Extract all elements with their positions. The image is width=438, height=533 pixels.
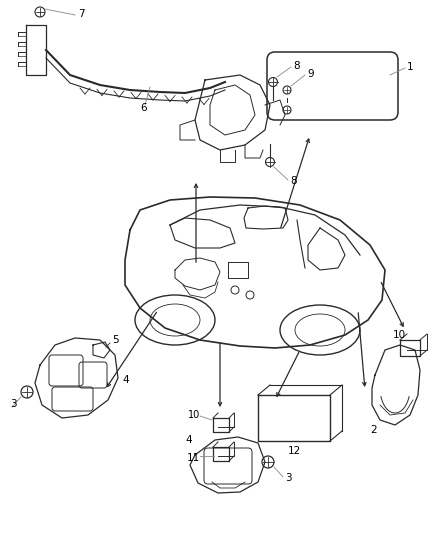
Text: 4: 4 <box>122 375 129 385</box>
Text: 2: 2 <box>370 425 377 435</box>
Text: 8: 8 <box>293 61 300 71</box>
Text: 7: 7 <box>78 9 85 19</box>
Text: 10: 10 <box>188 410 200 420</box>
Text: 3: 3 <box>285 473 292 483</box>
Text: 6: 6 <box>140 103 147 113</box>
Text: 3: 3 <box>10 399 17 409</box>
Text: 1: 1 <box>407 62 413 72</box>
Text: 10: 10 <box>393 330 406 340</box>
Text: 8: 8 <box>290 176 297 186</box>
Text: 12: 12 <box>287 446 300 456</box>
Text: 9: 9 <box>307 69 314 79</box>
Text: 11: 11 <box>187 453 200 463</box>
Text: 4: 4 <box>185 435 192 445</box>
Text: 5: 5 <box>112 335 119 345</box>
